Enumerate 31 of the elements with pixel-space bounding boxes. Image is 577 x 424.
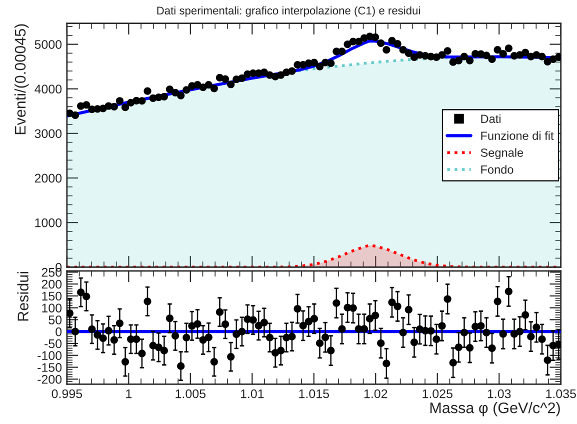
chart-title: Dati sperimentali: grafico interpolazione (C1) e residui	[157, 6, 420, 17]
y-tick-label: 4000	[34, 84, 62, 94]
y-tick-label: 5000	[34, 40, 62, 49]
legend-label: Segnale	[480, 148, 524, 160]
legend-label: Fondo	[481, 165, 514, 174]
x-tick-label: 0.995	[52, 389, 82, 398]
x-tick-label: 1.015	[299, 389, 330, 398]
y-tick-label: 100	[42, 304, 62, 312]
x-axis-title: Massa φ (GeV/c^2)	[430, 402, 560, 416]
y-tick-label: 1000	[35, 218, 62, 228]
y-tick-label: -50	[44, 339, 62, 348]
x-tick-label: 1	[126, 389, 132, 398]
x-tick-label: 1.01	[240, 389, 264, 398]
x-tick-label: 1.03	[488, 389, 511, 398]
y-tick-label: 0	[56, 327, 62, 336]
y-tick-label: -100	[38, 351, 62, 360]
y-tick-label: 2000	[34, 174, 62, 183]
y-axis-title: Eventi/(0.00045)	[14, 24, 29, 134]
y-tick-label: 200	[42, 280, 62, 289]
y-tick-label: -150	[38, 363, 62, 372]
y-tick-label: 50	[48, 315, 62, 324]
y-tick-label: -200	[38, 374, 62, 384]
y-tick-label: 3000	[34, 129, 62, 138]
y-tick-label: 150	[42, 292, 62, 301]
x-tick-label: 1.02	[364, 389, 388, 398]
x-tick-label: 1.035	[546, 389, 576, 398]
legend-label: Funzione di fit	[481, 131, 554, 140]
legend-label: Dati	[481, 114, 500, 124]
y-axis-title: Residui	[17, 272, 28, 321]
x-tick-label: 1.005	[176, 389, 206, 398]
x-tick-label: 1.025	[422, 389, 452, 398]
